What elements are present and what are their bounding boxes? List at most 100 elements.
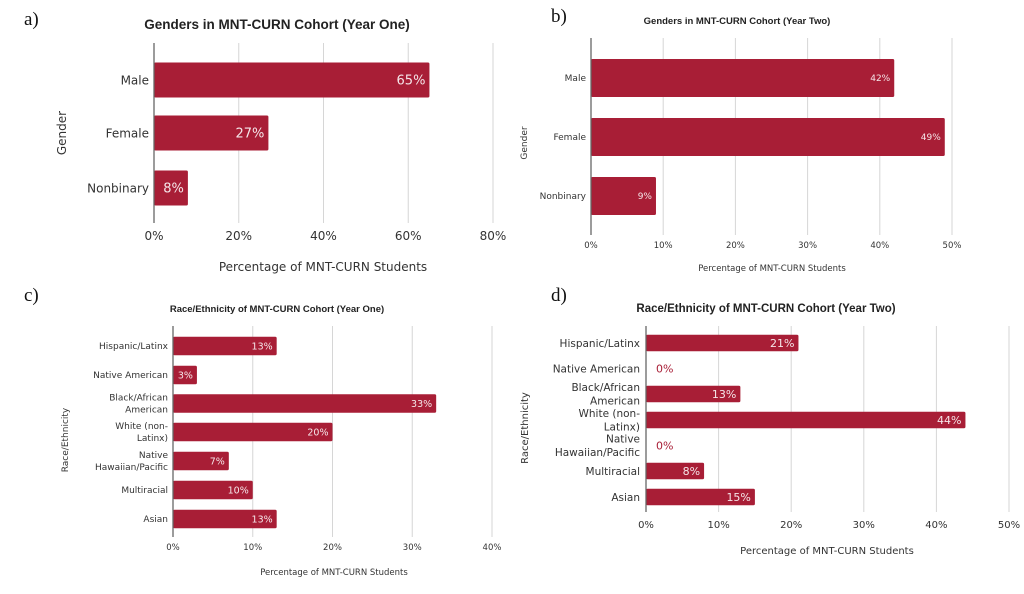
category-label: Female (553, 133, 586, 143)
category-label: White (non- (579, 408, 641, 420)
x-tick-label: 10% (707, 520, 729, 531)
category-label: Black/African (571, 382, 640, 394)
bar (591, 177, 656, 215)
category-label: Nonbinary (540, 192, 587, 202)
data-label: 20% (307, 427, 328, 438)
data-label: 27% (236, 127, 265, 142)
data-label: 15% (726, 491, 750, 504)
data-label: 21% (770, 337, 794, 350)
data-label: 0% (656, 439, 673, 452)
bar (591, 59, 895, 97)
panel-letter: c) (24, 285, 39, 306)
data-label: 13% (252, 514, 273, 525)
y-axis-title: Gender (520, 126, 530, 159)
x-tick-label: 20% (780, 520, 802, 531)
category-label: Male (565, 74, 587, 84)
data-label: 0% (656, 362, 673, 375)
bar (591, 118, 945, 156)
bar (646, 411, 966, 429)
bar (173, 394, 437, 413)
panel-letter: d) (551, 285, 567, 306)
chart-title: Race/Ethnicity of MNT-CURN Cohort (Year … (636, 303, 895, 315)
x-tick-label: 0% (584, 241, 598, 251)
category-label: Multiracial (121, 486, 168, 496)
chart-title: Genders in MNT-CURN Cohort (Year One) (144, 17, 410, 32)
category-label: Asian (143, 515, 168, 525)
data-label: 10% (228, 485, 249, 496)
bar (154, 115, 269, 151)
bar (173, 509, 277, 529)
x-tick-label: 30% (798, 241, 817, 251)
category-label: Multiracial (586, 466, 640, 478)
x-axis-title: Percentage of MNT-CURN Students (698, 264, 846, 274)
x-tick-label: 0% (144, 229, 163, 243)
bar (154, 62, 430, 98)
data-label: 7% (210, 456, 225, 467)
x-tick-label: 30% (403, 543, 422, 553)
data-label: 13% (712, 388, 736, 401)
bar (173, 365, 197, 385)
bar (173, 336, 277, 356)
data-label: 8% (163, 182, 184, 197)
x-tick-label: 20% (225, 229, 252, 243)
x-axis-title: Percentage of MNT-CURN Students (260, 568, 408, 578)
data-label: 49% (921, 133, 941, 143)
category-label: American (590, 396, 640, 408)
x-axis-title: Percentage of MNT-CURN Students (740, 546, 914, 557)
category-label: Nonbinary (87, 181, 149, 195)
data-label: 33% (411, 399, 432, 410)
y-axis-title: Gender (55, 111, 69, 155)
x-tick-label: 80% (480, 229, 507, 243)
x-tick-label: 40% (483, 543, 502, 553)
y-axis-title: Race/Ethnicity (520, 392, 531, 464)
chart-panel-a: a) Genders in MNT-CURN Cohort (Year One) 0… (24, 9, 506, 274)
bar (173, 451, 229, 471)
x-tick-label: 60% (395, 229, 422, 243)
data-label: 3% (178, 370, 193, 381)
category-label: Male (121, 73, 149, 87)
category-label: Native (139, 451, 169, 461)
category-label: Native American (93, 371, 168, 381)
data-label: 44% (937, 414, 961, 427)
bar (154, 170, 188, 206)
data-label: 65% (397, 74, 426, 89)
category-label: Hawaiian/Pacific (555, 447, 640, 459)
category-label: Native American (553, 363, 640, 375)
x-tick-label: 0% (166, 543, 180, 553)
bar (646, 488, 755, 506)
x-tick-label: 50% (943, 241, 962, 251)
chart-panel-c: c) Race/Ethnicity of MNT-CURN Cohort (Yea… (24, 285, 501, 578)
x-tick-label: 20% (726, 241, 745, 251)
category-label: Asian (611, 492, 640, 504)
data-label: 13% (252, 341, 273, 352)
data-label: 9% (638, 192, 653, 202)
bar (646, 385, 741, 403)
x-tick-label: 10% (243, 543, 262, 553)
category-label: Latinx) (137, 434, 168, 444)
category-label: Black/African (109, 394, 168, 404)
data-label: 8% (683, 465, 700, 478)
category-label: American (125, 406, 168, 416)
chart-panel-b: b) Genders in MNT-CURN Cohort (Year Two) 0… (520, 6, 961, 274)
bar (646, 462, 705, 480)
x-tick-label: 40% (925, 520, 947, 531)
x-tick-label: 40% (870, 241, 889, 251)
bar (173, 422, 333, 442)
panel-letter: a) (24, 9, 39, 30)
category-label: Female (106, 126, 149, 140)
category-label: Latinx) (604, 422, 640, 434)
x-tick-label: 20% (323, 543, 342, 553)
x-tick-label: 40% (310, 229, 337, 243)
chart-panel-d: d) Race/Ethnicity of MNT-CURN Cohort (Yea… (520, 285, 1020, 557)
data-label: 42% (870, 74, 890, 84)
category-label: Hispanic/Latinx (99, 342, 169, 352)
chart-title: Race/Ethnicity of MNT-CURN Cohort (Year … (170, 304, 384, 315)
bar (173, 480, 253, 500)
x-tick-label: 0% (638, 520, 654, 531)
panel-letter: b) (551, 6, 567, 27)
category-label: White (non- (115, 422, 168, 432)
y-axis-title: Race/Ethnicity (61, 407, 71, 472)
x-axis-title: Percentage of MNT-CURN Students (219, 260, 427, 274)
chart-title: Genders in MNT-CURN Cohort (Year Two) (644, 16, 831, 27)
